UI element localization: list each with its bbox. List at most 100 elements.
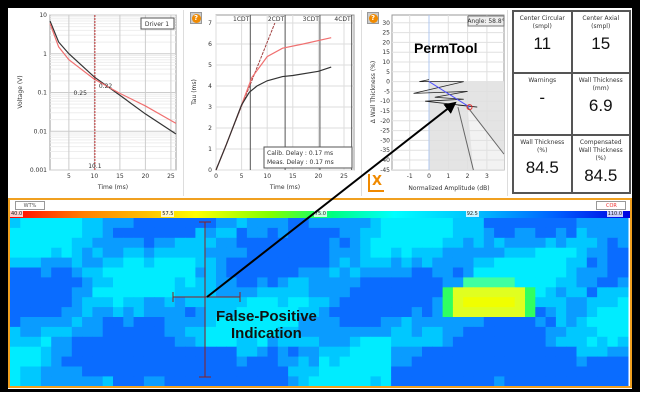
channel-select[interactable]: WT%: [15, 201, 45, 210]
heatmap-cell: [61, 307, 73, 318]
readout-value: 6.9: [588, 96, 613, 115]
heatmap-cell: [236, 287, 248, 298]
help-button[interactable]: ?: [190, 12, 202, 24]
heatmap-cell: [411, 297, 423, 308]
heatmap-cell: [205, 376, 217, 386]
heatmap-cell: [236, 267, 248, 278]
heatmap-cell: [525, 237, 536, 249]
heatmap-cell: [30, 366, 42, 377]
heatmap-cell: [30, 247, 42, 259]
heatmap-cell: [597, 247, 608, 259]
heatmap-cell: [504, 237, 516, 249]
heatmap-cell: [236, 218, 248, 229]
heatmap-cell: [102, 247, 114, 259]
close-chart-button[interactable]: X: [368, 174, 384, 192]
heatmap-cell: [216, 237, 227, 249]
heatmap-cell: [617, 376, 629, 386]
heatmap-cell: [442, 227, 454, 239]
heatmap-cell: [319, 237, 330, 249]
heatmap-cell: [195, 346, 207, 358]
heatmap-cell: [319, 297, 330, 308]
heatmap-cell: [51, 376, 62, 386]
heatmap-cell: [607, 366, 619, 377]
heatmap-cell: [514, 356, 526, 367]
heatmap-cell: [257, 356, 268, 367]
heatmap-cell: [92, 346, 104, 358]
heatmap-cell: [401, 326, 413, 338]
heatmap-cell: [143, 376, 155, 386]
heatmap-cell: [607, 247, 619, 259]
help-button[interactable]: ?: [367, 12, 379, 24]
readout-label: Warnings: [528, 77, 557, 84]
annotation-line2: Indication: [231, 325, 302, 342]
heatmap-cell: [339, 237, 351, 249]
heatmap-cell: [597, 356, 608, 367]
heatmap-cell: [463, 307, 474, 318]
heatmap-cell: [442, 336, 454, 348]
cscan-heatmap[interactable]: [10, 218, 630, 386]
heatmap-cell: [586, 346, 598, 358]
heatmap-cell: [535, 227, 547, 239]
heatmap-cell: [566, 277, 577, 288]
heatmap-cell: [113, 326, 124, 338]
heatmap-cell: [442, 307, 454, 318]
heatmap-cell: [411, 366, 423, 377]
heatmap-cell: [71, 336, 83, 348]
heatmap-cell: [432, 317, 444, 328]
x-tick-label: -1: [407, 173, 413, 180]
heatmap-cell: [555, 366, 567, 377]
heatmap-cell: [370, 227, 382, 239]
y-tick-label: -25: [380, 128, 390, 135]
heatmap-cell: [401, 366, 413, 377]
heatmap-cell: [463, 257, 474, 268]
heatmap-cell: [380, 277, 392, 288]
heatmap-cell: [597, 287, 608, 298]
heatmap-cell: [391, 366, 402, 377]
heatmap-cell: [504, 277, 516, 288]
heatmap-cell: [545, 366, 557, 377]
readout-value: 15: [591, 34, 611, 53]
cor-label: COR: [606, 203, 617, 209]
heatmap-cell: [102, 317, 114, 328]
heatmap-cell: [504, 218, 516, 229]
heatmap-cell: [452, 267, 464, 278]
heatmap-cell: [277, 227, 289, 239]
heatmap-cell: [494, 307, 505, 318]
heatmap-cell: [514, 267, 526, 278]
heatmap-cell: [205, 346, 217, 358]
heatmap-cell: [51, 227, 62, 239]
heatmap-cell: [71, 307, 83, 318]
heatmap-cell: [40, 277, 52, 288]
heatmap-cell: [133, 277, 145, 288]
heatmap-cell: [20, 237, 32, 249]
heatmap-cell: [391, 346, 402, 358]
heatmap-cell: [40, 218, 52, 229]
heatmap-cell: [102, 267, 114, 278]
cor-button[interactable]: COR: [596, 201, 626, 210]
heatmap-cell: [576, 356, 588, 367]
heatmap-cell: [473, 297, 485, 308]
heatmap-cell: [102, 257, 114, 268]
heatmap-cell: [555, 376, 567, 386]
x-tick-label: 5: [240, 173, 244, 180]
heatmap-cell: [92, 257, 104, 268]
heatmap-cell: [164, 247, 176, 259]
heatmap-cell: [133, 267, 145, 278]
heatmap-cell: [463, 267, 474, 278]
heatmap-cell: [288, 326, 299, 338]
perm-chart: 302520151050-5-10-15-20-25-30-35-40-45-1…: [370, 14, 505, 192]
heatmap-cell: [401, 257, 413, 268]
heatmap-cell: [257, 277, 268, 288]
heatmap-cell: [617, 247, 629, 259]
heatmap-cell: [617, 317, 629, 328]
heatmap-cell: [597, 267, 608, 278]
heatmap-cell: [452, 307, 464, 318]
heatmap-cell: [483, 237, 495, 249]
heatmap-cell: [226, 346, 238, 358]
heatmap-cell: [308, 366, 320, 377]
heatmap-cell: [133, 317, 145, 328]
heatmap-cell: [92, 277, 104, 288]
heatmap-cell: [452, 317, 464, 328]
heatmap-cell: [195, 277, 207, 288]
heatmap-cell: [380, 247, 392, 259]
